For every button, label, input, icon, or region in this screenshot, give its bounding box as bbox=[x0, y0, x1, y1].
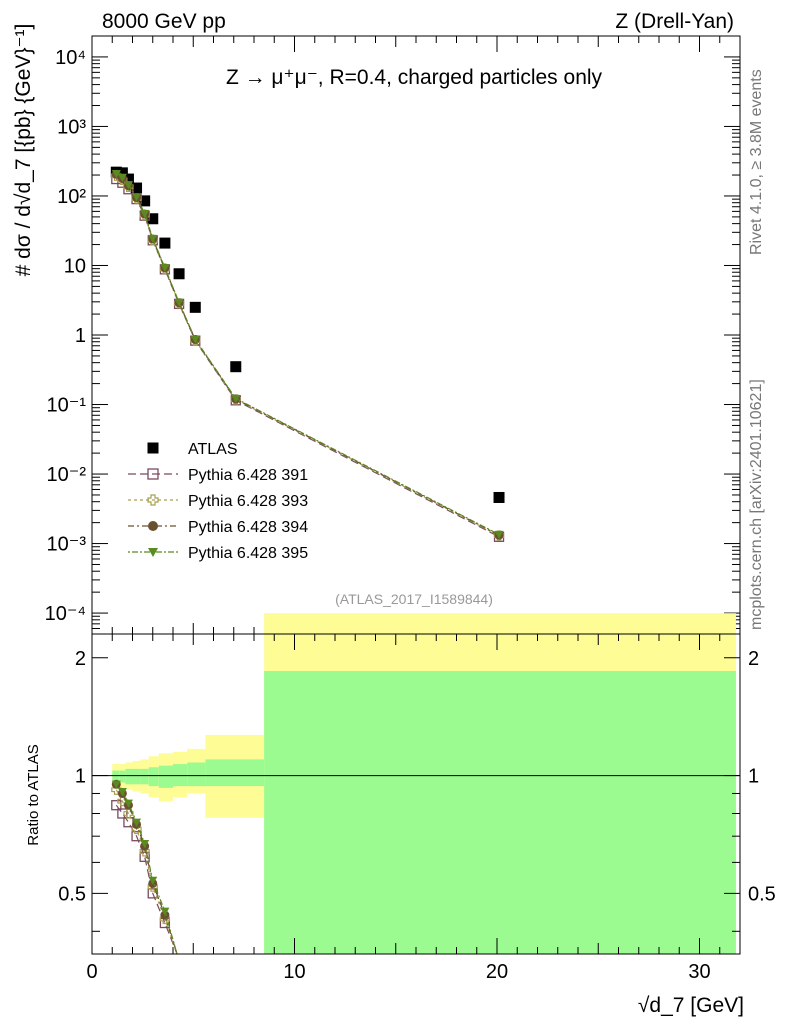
legend-marker bbox=[148, 548, 158, 557]
pythia-data-point bbox=[190, 335, 200, 344]
ratio-ytick-label-left: 0.5 bbox=[58, 883, 86, 905]
atlas-data-point bbox=[116, 167, 128, 179]
main-ytick-label: 10⁻³ bbox=[47, 534, 87, 556]
ratio-data-point bbox=[132, 818, 142, 827]
ratio-uncertainty-band bbox=[92, 613, 740, 954]
header-right-label: Z (Drell-Yan) bbox=[615, 10, 734, 33]
band-inner bbox=[158, 765, 173, 788]
ratio-data-point bbox=[117, 808, 128, 819]
pythia-data-point bbox=[140, 209, 150, 218]
legend-marker bbox=[147, 494, 159, 506]
ratio-data-point bbox=[123, 808, 134, 819]
main-ytick-label: 10⁻² bbox=[47, 464, 87, 486]
main-ytick-label: 10⁴ bbox=[55, 47, 86, 69]
ratio-ylabel: Ratio to ATLAS bbox=[25, 744, 42, 845]
ratio-series-line bbox=[115, 783, 178, 955]
pythia-data-point bbox=[123, 181, 133, 190]
ratio-data-point bbox=[123, 817, 134, 828]
atlas-data-point bbox=[493, 491, 505, 503]
main-ytick-label: 10 bbox=[64, 255, 86, 277]
main-ytick-label: 10⁻⁴ bbox=[45, 603, 86, 625]
chart-title: Z → μ⁺μ⁻, R=0.4, charged particles only bbox=[226, 66, 603, 89]
pythia-data-point bbox=[160, 264, 170, 273]
band-inner bbox=[132, 768, 141, 785]
ratio-data-point bbox=[148, 876, 158, 885]
legend-marker bbox=[147, 442, 159, 454]
ratio-data-point bbox=[160, 907, 170, 916]
pythia-data-point bbox=[231, 394, 241, 404]
ratio-data-point bbox=[123, 799, 133, 808]
main-ytick-label: 1 bbox=[75, 325, 86, 347]
rivet-label: Rivet 4.1.0, ≥ 3.8M events bbox=[748, 69, 765, 255]
xtick-label: 0 bbox=[86, 961, 97, 983]
atlas-data-point bbox=[139, 195, 151, 207]
legend-label: ATLAS bbox=[188, 441, 238, 458]
band-inner bbox=[264, 671, 736, 954]
ratio-data-point bbox=[111, 780, 121, 789]
xlabel: √d_7 [GeV] bbox=[638, 994, 744, 1017]
ratio-marks bbox=[111, 779, 178, 955]
xtick-label: 10 bbox=[283, 961, 305, 983]
legend-label: Pythia 6.428 391 bbox=[188, 467, 308, 484]
atlas-data-point bbox=[147, 213, 159, 225]
atlas-data-point bbox=[189, 301, 201, 313]
ratio-data-point bbox=[117, 787, 127, 797]
ratio-series-line bbox=[115, 783, 178, 955]
pythia-data-point bbox=[174, 298, 184, 307]
main-ytick-label: 10⁻¹ bbox=[47, 395, 87, 417]
legend-label: Pythia 6.428 394 bbox=[188, 519, 308, 536]
main-marks bbox=[110, 166, 505, 542]
legend: ATLAS Pythia 6.428 391 Pythia 6.428 393 Pyt… bbox=[128, 441, 308, 562]
main-panel: 10⁻⁴ 10⁻³ 10⁻² 10⁻¹ 1 10 10² 10³ 10⁴ Z → μ⁺μ⁻, R… bbox=[12, 24, 741, 635]
atlas-data-point bbox=[173, 268, 185, 280]
band-inner bbox=[140, 768, 149, 785]
atlas-data-point bbox=[230, 361, 242, 373]
main-ticks: 10⁻⁴ 10⁻³ 10⁻² 10⁻¹ 1 10 10² 10³ 10⁴ bbox=[45, 35, 741, 635]
pythia-data-point bbox=[117, 173, 127, 182]
pythia-data-point bbox=[111, 169, 121, 179]
main-ytick-label: 10² bbox=[57, 186, 86, 208]
xtick-label: 20 bbox=[486, 961, 508, 983]
ratio-ticks: 0.5 0.51 12 20 10 20 30 bbox=[58, 634, 776, 983]
ratio-series-line bbox=[115, 804, 178, 955]
ratio-ytick-label-left: 2 bbox=[75, 648, 86, 670]
main-ytick-label: 10³ bbox=[57, 116, 86, 138]
legend-marker bbox=[148, 521, 158, 531]
pythia-data-point bbox=[494, 530, 504, 539]
ratio-panel: 0.5 0.51 12 20 10 20 30 Ratio to ATLAS √d_7 [G… bbox=[25, 613, 776, 1017]
ratio-ytick-label-right: 0.5 bbox=[748, 883, 776, 905]
legend-marker bbox=[147, 468, 159, 480]
band-inner bbox=[119, 770, 126, 783]
band-inner bbox=[187, 762, 206, 787]
ratio-data-point bbox=[140, 840, 150, 849]
analysis-label: (ATLAS_2017_I1589844) bbox=[335, 591, 493, 607]
atlas-data-point bbox=[122, 173, 134, 185]
band-inner bbox=[125, 768, 133, 785]
header-left-label: 8000 GeV pp bbox=[102, 10, 226, 33]
atlas-data-point bbox=[131, 182, 143, 194]
band-inner bbox=[112, 770, 120, 783]
band-inner bbox=[205, 759, 265, 787]
legend-label: Pythia 6.428 395 bbox=[188, 545, 308, 562]
ratio-ytick-label-right: 1 bbox=[748, 766, 759, 788]
ratio-ytick-label-right: 2 bbox=[748, 648, 759, 670]
pythia-data-point bbox=[132, 193, 142, 202]
mcplots-label: mcplots.cern.ch [arXiv:2401.10621] bbox=[748, 379, 765, 630]
ratio-ytick-label-left: 1 bbox=[75, 766, 86, 788]
xtick-label: 30 bbox=[688, 961, 710, 983]
band-inner bbox=[148, 767, 159, 787]
legend-label: Pythia 6.428 393 bbox=[188, 493, 308, 510]
atlas-data-point bbox=[159, 237, 171, 249]
pythia-data-point bbox=[148, 234, 158, 243]
main-ylabel: # dσ / d√d_7 [{pb} {GeV}⁻¹] bbox=[12, 24, 35, 277]
